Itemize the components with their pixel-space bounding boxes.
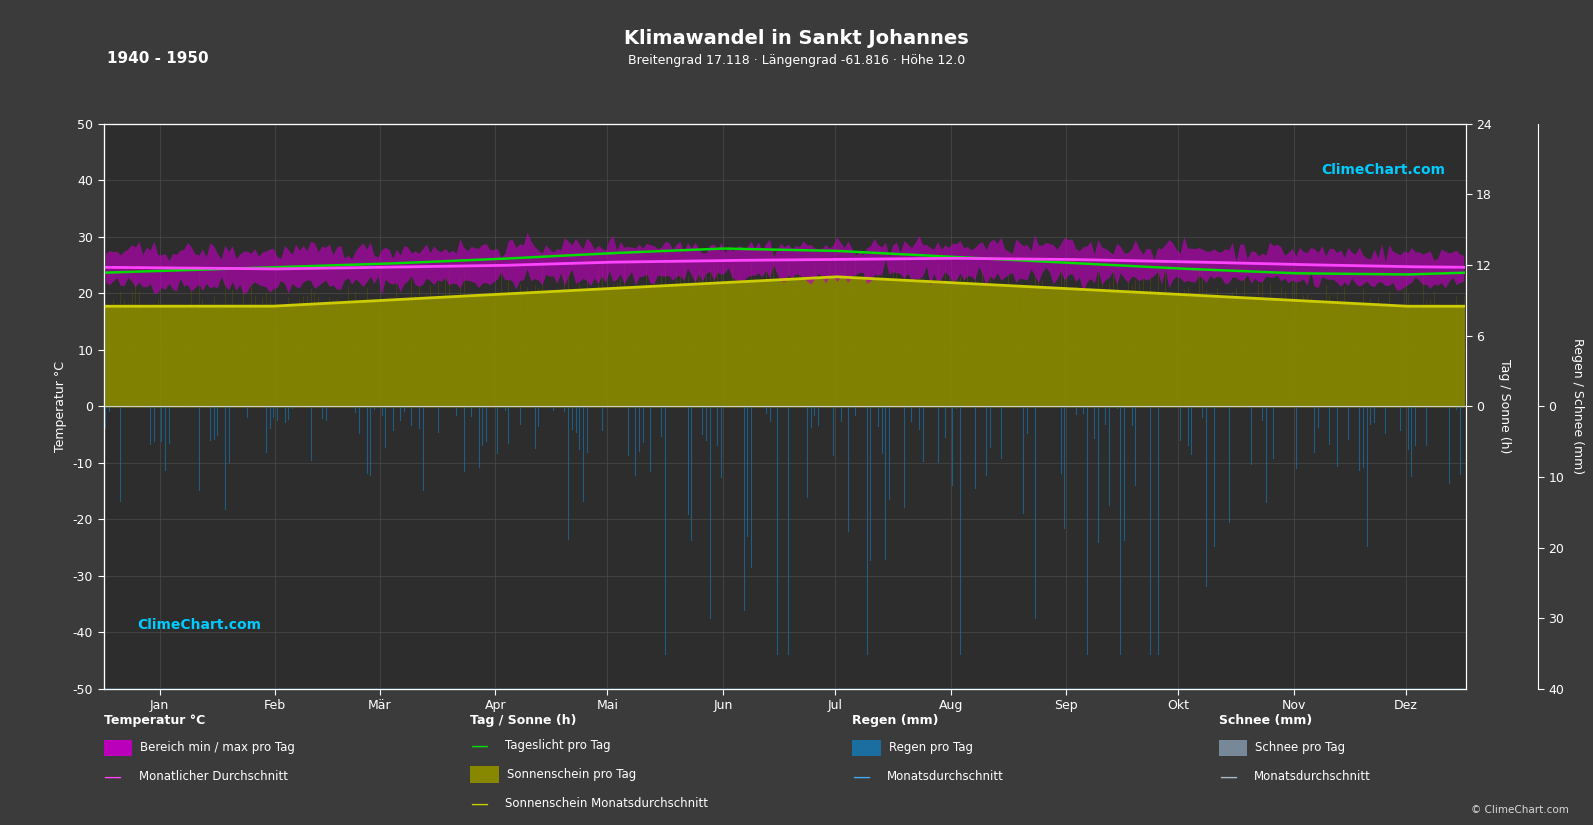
Text: Breitengrad 17.118 · Längengrad -61.816 · Höhe 12.0: Breitengrad 17.118 · Längengrad -61.816 … <box>628 54 965 67</box>
Text: Regen (mm): Regen (mm) <box>852 714 938 727</box>
Text: Schnee pro Tag: Schnee pro Tag <box>1255 742 1346 754</box>
Text: Regen pro Tag: Regen pro Tag <box>889 742 973 754</box>
Text: —: — <box>470 736 487 754</box>
Text: —: — <box>470 794 487 813</box>
Y-axis label: Regen / Schnee (mm): Regen / Schnee (mm) <box>1571 338 1583 474</box>
Text: Monatlicher Durchschnitt: Monatlicher Durchschnitt <box>139 771 288 784</box>
Text: —: — <box>1219 768 1236 786</box>
Text: Tag / Sonne (h): Tag / Sonne (h) <box>470 714 577 727</box>
Text: ClimeChart.com: ClimeChart.com <box>1321 163 1445 177</box>
Y-axis label: Tag / Sonne (h): Tag / Sonne (h) <box>1499 359 1512 454</box>
Text: Bereich min / max pro Tag: Bereich min / max pro Tag <box>140 742 295 754</box>
Text: Tageslicht pro Tag: Tageslicht pro Tag <box>505 739 610 752</box>
Text: ClimeChart.com: ClimeChart.com <box>137 619 261 632</box>
Text: Sonnenschein Monatsdurchschnitt: Sonnenschein Monatsdurchschnitt <box>505 797 707 810</box>
Text: 1940 - 1950: 1940 - 1950 <box>107 51 209 66</box>
Text: © ClimeChart.com: © ClimeChart.com <box>1472 805 1569 815</box>
Text: Monatsdurchschnitt: Monatsdurchschnitt <box>1254 771 1370 784</box>
Text: Temperatur °C: Temperatur °C <box>104 714 205 727</box>
Text: —: — <box>104 768 121 786</box>
Text: Klimawandel in Sankt Johannes: Klimawandel in Sankt Johannes <box>624 29 969 48</box>
Text: Monatsdurchschnitt: Monatsdurchschnitt <box>887 771 1004 784</box>
Text: —: — <box>852 768 870 786</box>
Text: Schnee (mm): Schnee (mm) <box>1219 714 1313 727</box>
Y-axis label: Temperatur °C: Temperatur °C <box>54 361 67 452</box>
Text: Sonnenschein pro Tag: Sonnenschein pro Tag <box>507 768 636 780</box>
